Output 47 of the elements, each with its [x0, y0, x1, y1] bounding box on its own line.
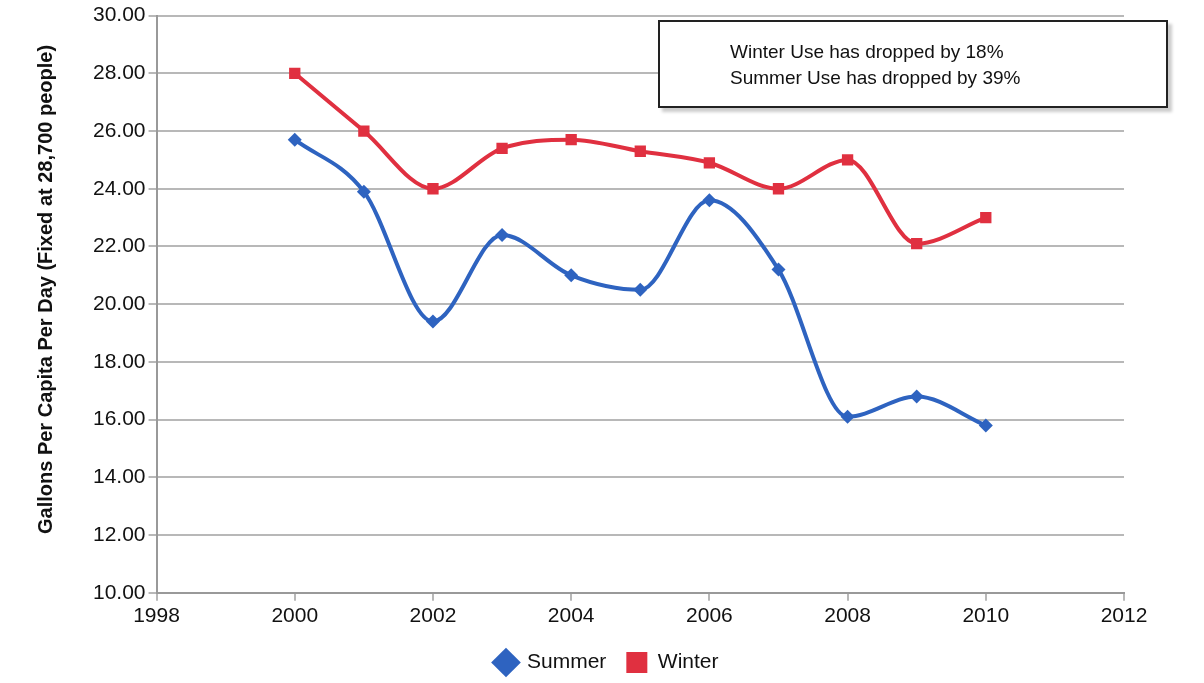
point [356, 184, 371, 199]
point [978, 418, 993, 433]
y-tick-label: 18.00 [92, 348, 146, 372]
y-tick-label: 28.00 [92, 60, 146, 84]
y-tick-label: 14.00 [92, 464, 146, 488]
point [840, 409, 855, 424]
x-tick-label: 2006 [686, 603, 733, 627]
note-box: Winter Use has dropped by 18% Summer Use has dropped by 39% [658, 20, 1168, 108]
point [564, 268, 579, 283]
point [287, 132, 302, 147]
x-tick-label: 2010 [962, 603, 1010, 627]
point [909, 389, 924, 404]
x-tick-label: 2008 [824, 603, 871, 627]
y-tick-label: 20.00 [92, 291, 146, 314]
point [496, 142, 508, 155]
x-tick-label: 1998 [133, 603, 180, 627]
annotation: Winter Use has dropped by 18% [730, 40, 1005, 64]
y-tick-label: 16.00 [92, 406, 146, 430]
y-tick-label: 10.00 [92, 579, 146, 603]
y-tick-label: 24.00 [92, 175, 146, 199]
point [634, 145, 646, 157]
point [771, 262, 786, 277]
point [772, 183, 785, 195]
point [425, 314, 440, 329]
point [841, 154, 854, 166]
y-tick-label: 22.00 [92, 233, 146, 257]
annotation: Summer Use has dropped by 39% [730, 66, 1022, 90]
point [495, 227, 510, 242]
x-tick-label: 2000 [271, 603, 319, 627]
point [427, 183, 439, 195]
y-tick-label: 12.00 [92, 521, 146, 545]
point [565, 134, 577, 146]
point [702, 193, 717, 208]
y-tick-label: 26.00 [92, 117, 146, 141]
legend-label: Winter [657, 649, 719, 673]
x-tick-label: 2002 [409, 603, 457, 627]
legend-label: Summer [526, 649, 607, 673]
point [703, 157, 716, 169]
y-axis-title: Gallons Per Capita Per Day (Fixed at 28,700 people) [33, 43, 57, 534]
y-tick-label: 30.00 [92, 2, 146, 26]
x-tick-label: 2004 [547, 603, 595, 627]
point [633, 282, 648, 297]
point [289, 67, 301, 79]
x-tick-label: 2012 [1100, 603, 1148, 627]
point [980, 211, 992, 224]
point [358, 125, 370, 137]
point [911, 237, 923, 250]
